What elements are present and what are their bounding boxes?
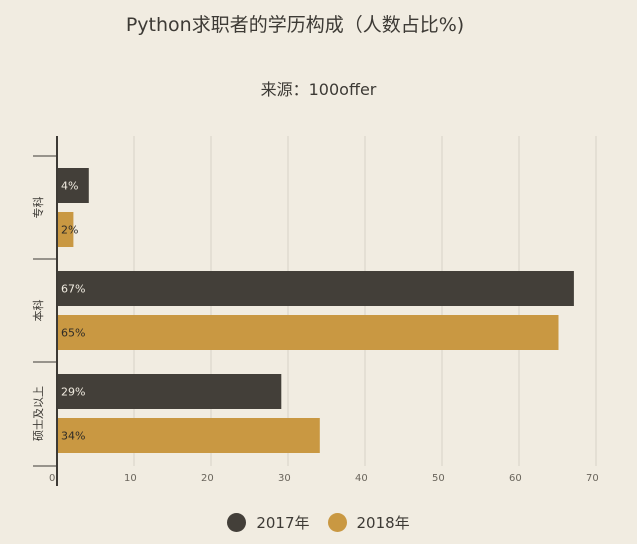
bar <box>58 271 574 306</box>
legend-swatch-2017 <box>227 513 247 532</box>
x-tick-label: 30 <box>278 473 291 484</box>
category-label: 本科 <box>31 300 45 322</box>
x-tick-label: 20 <box>201 473 214 484</box>
legend-label-2018: 2018年 <box>356 514 410 532</box>
x-tick-label: 40 <box>355 473 368 484</box>
x-tick-label: 0 <box>49 473 55 484</box>
bar-value-label: 2% <box>61 224 78 237</box>
legend-item-2018[interactable]: 2018年 <box>327 512 410 533</box>
x-tick-label: 70 <box>586 473 599 484</box>
bar-value-label: 67% <box>61 283 85 296</box>
bar-value-label: 29% <box>61 386 85 399</box>
legend-swatch-2018 <box>327 513 347 532</box>
bar-value-label: 34% <box>61 430 85 443</box>
legend: 2017年 2018年 <box>0 512 637 533</box>
category-label: 专科 <box>31 197 45 219</box>
bar <box>58 168 89 203</box>
bar <box>58 212 74 247</box>
bar <box>58 418 320 453</box>
bar-value-label: 65% <box>61 327 85 340</box>
x-tick-label: 10 <box>124 473 137 484</box>
bar <box>58 374 282 409</box>
category-label: 硕士及以上 <box>32 386 45 441</box>
legend-item-2017[interactable]: 2017年 <box>227 512 310 533</box>
chart-title: Python求职者的学历构成（人数占比%) <box>125 14 465 36</box>
bar-value-label: 4% <box>61 180 78 193</box>
legend-label-2017: 2017年 <box>256 514 310 532</box>
x-tick-label: 60 <box>509 473 522 484</box>
x-tick-label: 50 <box>432 473 445 484</box>
chart-subtitle: 来源：100offer <box>260 80 377 99</box>
bar <box>58 315 559 350</box>
